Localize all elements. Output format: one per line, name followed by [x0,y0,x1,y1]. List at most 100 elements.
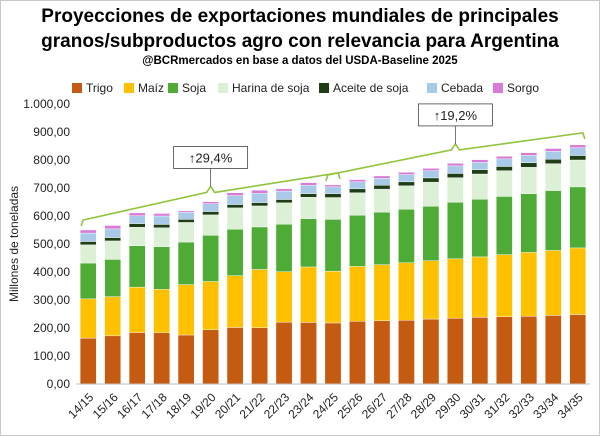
x-tick-label: 30/31 [457,390,488,421]
bar-aceite-de-soja-14-15 [79,241,97,246]
bar-cebada-28-29 [422,170,440,179]
y-tick-label: 700,00 [33,181,70,195]
bar-soja-20-21 [226,228,244,276]
bar-soja-26-27 [373,211,391,265]
x-tick-label: 29/30 [432,390,463,421]
bar-cebada-20-21 [226,195,244,205]
bar-aceite-de-soja-22-23 [275,199,293,204]
bar-trigo-19-20 [202,329,219,385]
x-tick-label: 20/21 [212,390,243,421]
bar-sorgo-24-25 [324,184,342,188]
bar-sorgo-17-18 [153,213,170,217]
bar-trigo-32-33 [520,316,538,385]
bar-cebada-24-25 [324,186,342,194]
callout-label-1: ↑19,2% [434,108,478,123]
bar-harina-de-soja-17-18 [153,227,170,247]
bar-soja-18-19 [177,241,195,285]
x-tick-label: 27/28 [383,390,414,421]
bar-cebada-14-15 [79,232,97,242]
bar-soja-14-15 [79,262,97,300]
legend-swatch-5 [427,83,437,93]
bar-harina-de-soja-14-15 [79,244,97,264]
bar-ma-z-24-25 [324,270,342,324]
legend-swatch-6 [493,83,503,93]
bar-aceite-de-soja-24-25 [324,193,342,198]
bar-trigo-26-27 [373,320,391,385]
bar-harina-de-soja-23-24 [300,197,317,220]
x-tick-label: 15/16 [90,390,121,421]
bar-harina-de-soja-26-27 [373,188,391,213]
y-tick-label: 600,00 [33,209,70,223]
bar-harina-de-soja-25-26 [349,192,366,216]
bar-cebada-31-32 [496,158,513,167]
bar-sorgo-21-22 [251,190,268,194]
callout-box-0 [173,146,249,169]
bar-sorgo-19-20 [202,201,219,204]
bar-trigo-30-31 [471,317,489,385]
bar-ma-z-26-27 [373,264,391,321]
bar-soja-16-17 [128,245,146,288]
bar-harina-de-soja-29-30 [447,177,464,203]
legend-label-4: Aceite de soja [333,81,409,95]
bar-trigo-23-24 [300,322,317,385]
legend-label-1: Maíz [138,81,164,95]
x-tick-label: 21/22 [237,390,268,421]
bar-sorgo-34-35 [569,144,587,148]
bar-ma-z-15-16 [104,296,121,337]
bar-trigo-27-28 [398,319,415,385]
bar-harina-de-soja-30-31 [471,173,489,200]
bar-ma-z-29-30 [447,258,464,319]
y-tick-label: 300,00 [33,293,70,307]
bar-harina-de-soja-21-22 [251,205,268,228]
bar-aceite-de-soja-31-32 [496,166,513,171]
bar-trigo-18-19 [177,334,195,385]
bar-soja-29-30 [447,202,464,260]
bar-trigo-31-32 [496,316,513,385]
bar-soja-34-35 [569,186,587,249]
bar-sorgo-25-26 [349,179,366,183]
bar-sorgo-27-28 [398,172,415,175]
bar-harina-de-soja-28-29 [422,181,440,207]
bar-ma-z-23-24 [300,266,317,323]
bar-ma-z-19-20 [202,281,219,330]
bar-ma-z-17-18 [153,289,170,333]
bar-sorgo-20-21 [226,192,244,196]
bar-sorgo-33-34 [545,148,562,152]
x-tick-label: 34/35 [555,390,586,421]
bar-harina-de-soja-15-16 [104,240,121,260]
x-tick-label: 31/32 [481,390,512,421]
bar-sorgo-28-29 [422,168,440,171]
bar-aceite-de-soja-15-16 [104,237,121,242]
legend-label-5: Cebada [441,81,483,95]
legend-swatch-4 [319,83,329,93]
bar-trigo-33-34 [545,315,562,385]
bar-cebada-17-18 [153,215,170,225]
legend-swatch-1 [124,83,134,93]
bar-soja-22-23 [275,223,293,272]
x-tick-label: 32/33 [506,390,537,421]
x-tick-label: 23/24 [286,390,317,421]
bar-soja-24-25 [324,219,342,272]
bar-soja-30-31 [471,198,489,258]
legend-label-3: Harina de soja [232,81,310,95]
bar-cebada-32-33 [520,155,538,164]
x-tick-label: 25/26 [334,390,365,421]
bar-harina-de-soja-32-33 [520,167,538,194]
bar-aceite-de-soja-16-17 [128,223,146,228]
bar-aceite-de-soja-25-26 [349,188,366,193]
bar-harina-de-soja-24-25 [324,197,342,220]
bar-aceite-de-soja-26-27 [373,184,391,190]
bar-aceite-de-soja-32-33 [520,162,538,168]
bar-harina-de-soja-19-20 [202,214,219,236]
bar-aceite-de-soja-21-22 [251,202,268,207]
legend-swatch-0 [72,83,82,93]
legend-swatch-3 [218,83,228,93]
x-tick-label: 26/27 [359,390,390,421]
bar-sorgo-30-31 [471,159,489,163]
y-tick-label: 200,00 [33,321,70,335]
bar-aceite-de-soja-23-24 [300,193,317,198]
bar-soja-28-29 [422,205,440,261]
x-tick-label: 19/20 [188,390,219,421]
x-tick-label: 33/34 [530,390,561,421]
bar-harina-de-soja-20-21 [226,207,244,230]
